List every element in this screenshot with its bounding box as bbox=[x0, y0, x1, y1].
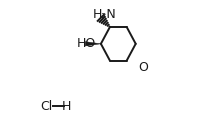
Text: HO: HO bbox=[76, 37, 96, 50]
Text: O: O bbox=[138, 61, 148, 74]
Text: H₂N: H₂N bbox=[93, 9, 117, 21]
Text: Cl: Cl bbox=[40, 100, 52, 113]
Polygon shape bbox=[85, 42, 101, 46]
Text: H: H bbox=[62, 100, 71, 113]
